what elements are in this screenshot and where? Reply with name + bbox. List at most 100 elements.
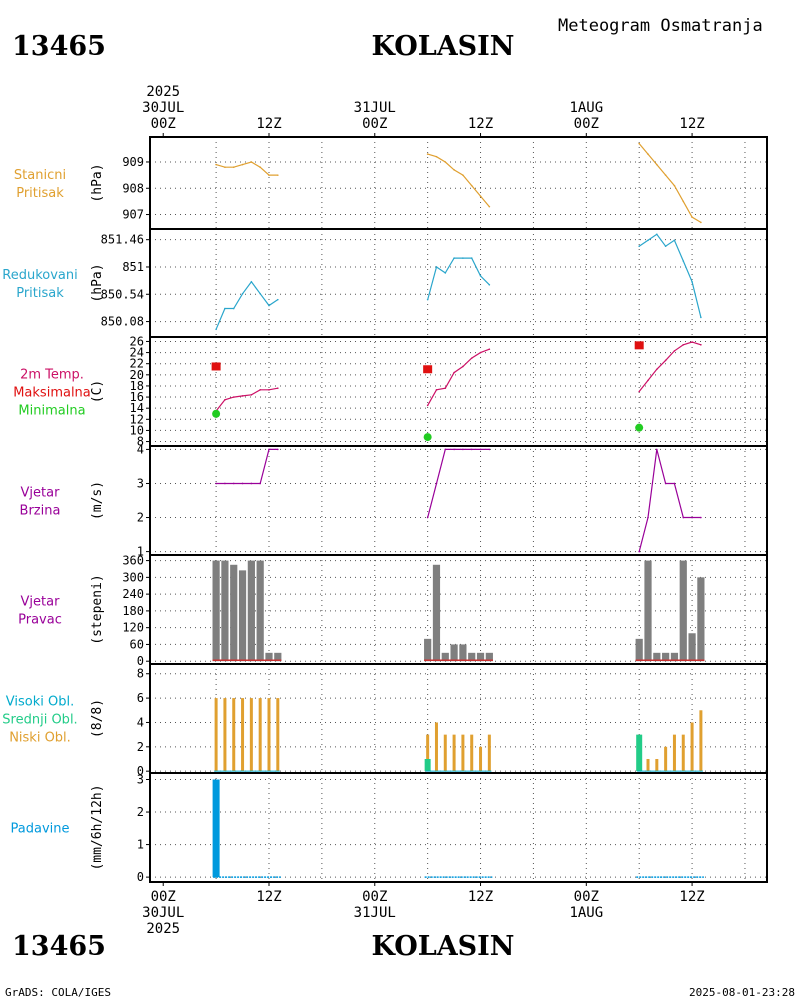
y-tick-label: 2: [137, 740, 144, 754]
data-point: [224, 166, 226, 169]
data-point: [268, 174, 270, 176]
data-point: [647, 153, 649, 155]
wind-direction-bar: [653, 652, 661, 662]
y-tick-label: 14: [130, 401, 144, 415]
y-tick-label: 850.08: [101, 315, 144, 329]
panel-precipitation: 3 2 1 0 (mm/6h/12h) Padavine: [11, 772, 768, 884]
data-point: [444, 161, 447, 163]
low-cloud-bar: [241, 698, 245, 772]
data-point: [479, 275, 482, 277]
y-tick-label: 2: [137, 805, 144, 819]
panel-label: 2m Temp.: [20, 368, 84, 383]
data-point: [241, 163, 244, 166]
footer-station-name: KOLASIN: [371, 931, 514, 962]
data-point: [250, 161, 253, 163]
low-cloud-bar: [681, 734, 685, 772]
data-point: [435, 389, 438, 391]
y-tick-label: 0: [137, 764, 144, 778]
data-point: [462, 174, 464, 176]
panel-label: Brzina: [20, 504, 61, 519]
tmax-marker: [211, 362, 221, 371]
data-point: [426, 153, 429, 155]
series-line-reduced_pressure: [638, 233, 702, 318]
data-point: [232, 307, 235, 310]
data-point: [691, 281, 693, 283]
panel-label: Padavine: [11, 822, 70, 837]
data-point: [682, 516, 685, 519]
panel-reduced_pressure: 851.46 851 850.54 850.08 (hPa) Redukovani Prit…: [2, 228, 768, 338]
wind-direction-bar: [424, 638, 432, 662]
time-label-top: 00Z: [574, 116, 599, 132]
data-point: [250, 394, 253, 396]
data-point: [664, 174, 667, 176]
panel-clouds: 8 6 4 2 0 (8/8) Visoki Obl. Srednji Obl. Niski O…: [2, 663, 768, 778]
data-point: [647, 379, 649, 382]
y-tick-label: 120: [122, 621, 144, 635]
wind-direction-bar: [644, 560, 652, 662]
panel-label: Pritisak: [16, 286, 64, 301]
wind-direction-bar: [468, 652, 476, 662]
low-cloud-bar: [267, 698, 271, 772]
data-point: [224, 482, 226, 485]
time-label-bottom: 1AUG: [569, 905, 603, 921]
data-point: [453, 257, 455, 259]
wind-direction-bar: [459, 644, 467, 662]
y-tick-label: 4: [137, 442, 144, 456]
data-point: [426, 516, 429, 519]
time-label-bottom: 31JUL: [354, 905, 396, 921]
data-point: [682, 260, 685, 262]
wind-direction-bar: [212, 560, 220, 662]
data-point: [224, 307, 226, 310]
low-cloud-bar: [655, 758, 659, 772]
time-label-bottom: 2025: [146, 921, 180, 937]
data-point: [700, 343, 702, 346]
low-cloud-bar: [452, 734, 456, 772]
y-tick-label: 16: [130, 390, 144, 404]
y-axis-unit: (C): [90, 380, 105, 403]
data-point: [462, 257, 464, 259]
data-point: [488, 348, 491, 351]
data-point: [700, 516, 702, 519]
time-label-top: 00Z: [362, 116, 387, 132]
data-point: [215, 482, 217, 485]
panel-frame: [149, 772, 768, 883]
tmax-marker: [423, 365, 433, 374]
wind-direction-bar: [688, 633, 696, 662]
y-tick-label: 180: [122, 604, 144, 618]
time-label-bottom: 12Z: [468, 889, 493, 905]
y-tick-label: 1: [137, 838, 144, 852]
data-point: [470, 257, 473, 259]
data-point: [673, 239, 676, 242]
wind-direction-bar: [256, 560, 264, 662]
panel-label: Minimalna: [18, 404, 85, 419]
time-label-bottom: 00Z: [574, 889, 599, 905]
generation-timestamp: 2025-08-01-23:28: [689, 986, 795, 999]
y-tick-label: 907: [122, 208, 144, 222]
data-point: [488, 448, 491, 451]
data-point: [470, 357, 473, 359]
series-line-station_pressure: [427, 153, 490, 208]
y-axis-unit: (hPa): [90, 263, 105, 302]
data-point: [488, 205, 491, 208]
low-cloud-bar: [672, 734, 676, 772]
data-point: [259, 166, 261, 169]
data-point: [277, 174, 279, 176]
panel-label: Pritisak: [16, 186, 64, 201]
series-line-wind_speed: [638, 449, 701, 552]
data-point: [656, 233, 658, 236]
y-tick-label: 60: [130, 637, 144, 651]
data-point: [664, 359, 667, 362]
y-tick-label: 6: [137, 691, 144, 705]
data-point: [241, 395, 244, 397]
low-cloud-bar: [487, 734, 491, 772]
low-cloud-bar: [479, 746, 483, 772]
data-point: [691, 516, 693, 519]
wind-direction-bar: [274, 652, 282, 662]
wind-direction-bar: [679, 560, 687, 662]
data-point: [259, 389, 261, 391]
y-axis-unit: (hPa): [90, 163, 105, 202]
data-point: [453, 448, 455, 451]
time-axis: 202530JUL00Z00Z30JUL202512Z12Z31JUL00Z00…: [142, 84, 705, 937]
data-point: [700, 316, 702, 319]
